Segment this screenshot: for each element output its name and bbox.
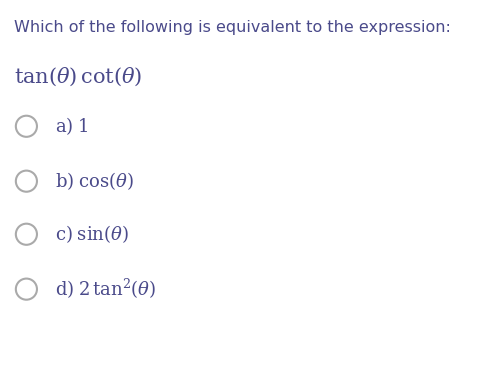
Text: $\mathrm{tan}(\theta)\,\mathrm{cot}(\theta)$: $\mathrm{tan}(\theta)\,\mathrm{cot}(\the… (14, 66, 143, 88)
Text: $\mathrm{c)}\;\mathrm{sin}(\theta)$: $\mathrm{c)}\;\mathrm{sin}(\theta)$ (55, 223, 129, 245)
Text: $\mathrm{a)}\;1$: $\mathrm{a)}\;1$ (55, 115, 89, 137)
Text: $\mathrm{d)}\;2\,\mathrm{tan}^2(\theta)$: $\mathrm{d)}\;2\,\mathrm{tan}^2(\theta)$ (55, 277, 156, 301)
Text: Which of the following is equivalent to the expression:: Which of the following is equivalent to … (14, 20, 451, 35)
Text: $\mathrm{b)}\;\mathrm{cos}(\theta)$: $\mathrm{b)}\;\mathrm{cos}(\theta)$ (55, 170, 134, 192)
